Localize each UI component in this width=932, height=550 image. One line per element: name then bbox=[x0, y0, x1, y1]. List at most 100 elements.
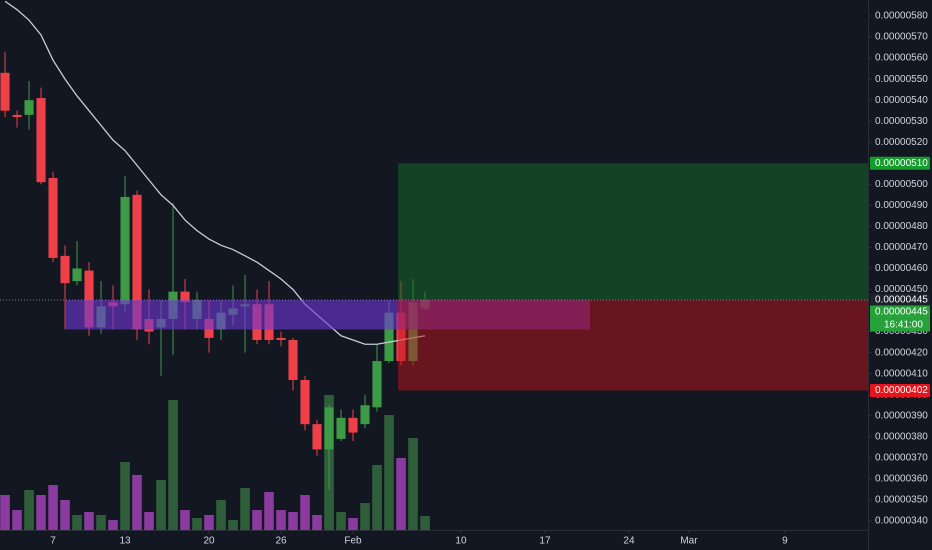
volume-bar bbox=[372, 465, 382, 530]
y-tick-label: 0.00000570 bbox=[875, 32, 928, 43]
candle-body bbox=[324, 407, 334, 450]
y-tick-label: 0.00000470 bbox=[875, 242, 928, 253]
x-tick-label: 7 bbox=[50, 536, 56, 547]
volume-bar bbox=[252, 510, 262, 530]
volume-bar bbox=[120, 462, 130, 530]
candle-body bbox=[276, 337, 286, 341]
y-tick-label: 0.00000460 bbox=[875, 263, 928, 274]
profit-zone bbox=[398, 163, 868, 301]
x-tick-label: 24 bbox=[623, 536, 635, 547]
volume-bar bbox=[96, 515, 106, 530]
x-tick-label: 9 bbox=[782, 536, 788, 547]
candle-body bbox=[348, 417, 358, 433]
candle-body bbox=[120, 196, 130, 305]
target-label-bg bbox=[870, 156, 930, 170]
volume-bar bbox=[0, 495, 10, 530]
countdown-bg bbox=[870, 318, 930, 332]
volume-bar bbox=[192, 518, 202, 530]
candle-body bbox=[288, 340, 298, 380]
volume-bar bbox=[132, 475, 142, 530]
target-label: 0.00000510 bbox=[875, 158, 928, 169]
volume-bar bbox=[144, 512, 154, 530]
volume-bar bbox=[168, 400, 178, 530]
y-tick-label: 0.00000370 bbox=[875, 452, 928, 463]
y-tick-label: 0.00000410 bbox=[875, 368, 928, 379]
y-tick-label: 0.00000430 bbox=[875, 326, 928, 337]
x-tick-label: 20 bbox=[203, 536, 215, 547]
volume-bar bbox=[12, 510, 22, 530]
volume-bar bbox=[108, 520, 118, 530]
stop-label-bg bbox=[870, 384, 930, 398]
volume-bar bbox=[276, 510, 286, 530]
y-tick-label: 0.00000500 bbox=[875, 179, 928, 190]
y-tick-label: 0.00000390 bbox=[875, 410, 928, 421]
volume-bar bbox=[60, 500, 70, 530]
candle-body bbox=[300, 379, 310, 425]
x-tick-label: Feb bbox=[344, 536, 362, 547]
volume-bar bbox=[288, 512, 298, 530]
candle-body bbox=[132, 194, 142, 330]
x-tick-label: 10 bbox=[455, 536, 467, 547]
x-tick-label: 17 bbox=[539, 536, 551, 547]
volume-bar bbox=[156, 480, 166, 530]
y-tick-label: 0.00000520 bbox=[875, 137, 928, 148]
volume-bar bbox=[84, 512, 94, 530]
y-tick-label: 0.00000580 bbox=[875, 11, 928, 22]
entry-label: 0.00000445 bbox=[875, 295, 928, 306]
candle-body bbox=[336, 417, 346, 439]
y-tick-label: 0.00000490 bbox=[875, 200, 928, 211]
y-tick-label: 0.00000550 bbox=[875, 74, 928, 85]
y-tick-label: 0.00000340 bbox=[875, 516, 928, 527]
candle-body bbox=[384, 312, 394, 362]
volume-bar bbox=[336, 512, 346, 530]
y-tick-label: 0.00000530 bbox=[875, 116, 928, 127]
last-price-label-bg bbox=[870, 305, 930, 319]
volume-bar bbox=[384, 415, 394, 530]
volume-bar bbox=[360, 503, 370, 530]
y-tick-label: 0.00000560 bbox=[875, 53, 928, 64]
volume-bar bbox=[312, 515, 322, 530]
y-tick-label: 0.00000360 bbox=[875, 474, 928, 485]
volume-bar bbox=[180, 510, 190, 530]
x-tick-label: 26 bbox=[275, 536, 287, 547]
y-tick-label: 0.00000480 bbox=[875, 221, 928, 232]
volume-bar bbox=[264, 492, 274, 530]
x-tick-label: 13 bbox=[119, 536, 131, 547]
volume-bar bbox=[240, 488, 250, 530]
countdown: 16:41:00 bbox=[884, 320, 923, 331]
volume-bar bbox=[300, 495, 310, 530]
y-tick-label: 0.00000450 bbox=[875, 284, 928, 295]
stop-label: 0.00000402 bbox=[875, 385, 928, 396]
volume-bar bbox=[408, 438, 418, 530]
y-tick-label: 0.00000350 bbox=[875, 495, 928, 506]
y-tick-label: 0.00000540 bbox=[875, 95, 928, 106]
volume-bar bbox=[216, 500, 226, 530]
candle-body bbox=[84, 270, 94, 328]
volume-bar bbox=[228, 520, 238, 530]
candle-body bbox=[60, 255, 70, 284]
candle-body bbox=[24, 100, 34, 115]
candle-body bbox=[372, 361, 382, 408]
candle-body bbox=[12, 114, 22, 117]
candle-body bbox=[36, 98, 46, 183]
volume-bar bbox=[72, 515, 82, 530]
loss-zone bbox=[398, 300, 868, 391]
entry-label-bg bbox=[870, 293, 930, 307]
candle-body bbox=[72, 268, 82, 282]
volume-bar bbox=[24, 490, 34, 530]
candle-body bbox=[360, 405, 370, 425]
volume-bar bbox=[348, 518, 358, 530]
last-price-label: 0.00000445 bbox=[875, 307, 928, 318]
candle-body bbox=[48, 177, 58, 258]
candle-body bbox=[312, 424, 322, 450]
candle-body bbox=[180, 291, 190, 303]
moving-average bbox=[4, 0, 426, 345]
x-tick-label: Mar bbox=[680, 536, 698, 547]
y-tick-label: 0.00000380 bbox=[875, 431, 928, 442]
candle-body bbox=[0, 72, 10, 111]
y-tick-label: 0.00000420 bbox=[875, 347, 928, 358]
volume-bar bbox=[204, 515, 214, 530]
volume-bar bbox=[396, 458, 406, 530]
